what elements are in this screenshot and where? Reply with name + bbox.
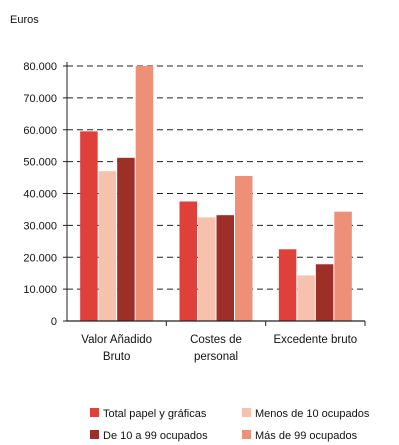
legend-swatch [90,430,99,439]
x-category-label: personal [194,351,238,363]
bar [235,175,253,321]
y-tick-label: 70.000 [23,93,57,105]
x-category-label: Excedente bruto [273,334,357,346]
y-tick-label: 30.000 [23,220,57,232]
bar [135,66,154,321]
legend-swatch [242,430,251,439]
legend-item: Total papel y gráficas [90,408,207,420]
legend-label: De 10 a 99 ocupados [103,430,208,442]
bar [297,275,315,321]
legend-item: Más de 99 ocupados [242,430,358,442]
legend-label: Menos de 10 ocupados [255,408,370,420]
x-category-label: Valor Añadido [81,334,152,346]
legend-swatch [242,408,251,417]
y-tick-label: 10.000 [23,284,57,296]
bar [117,157,135,321]
bar [80,131,98,321]
bars [80,66,352,321]
bar [216,215,234,321]
y-tick-label: 0 [51,316,57,328]
bar [278,249,297,321]
axes [63,62,366,326]
y-tick-label: 50.000 [23,157,57,169]
legend-item: De 10 a 99 ocupados [90,430,208,442]
legend-item: Menos de 10 ocupados [242,408,370,420]
x-category-labels: Valor Añadido Bruto Costes de personal Exced… [81,334,357,363]
y-tick-label: 80.000 [23,61,57,73]
x-category-label: Costes de [190,334,242,346]
legend-swatch [90,408,99,417]
legend: Total papel y gráficas Menos de 10 ocupad… [90,408,370,442]
legend-label: Total papel y gráficas [103,408,207,420]
y-unit-label: Euros [10,14,39,26]
y-tick-label: 60.000 [23,125,57,137]
bar [179,201,197,321]
bar [198,217,216,321]
legend-label: Más de 99 ocupados [255,430,358,442]
x-category-label: Bruto [103,351,131,363]
y-tick-label: 40.000 [23,189,57,201]
bar [334,211,352,321]
y-tick-label: 20.000 [23,252,57,264]
y-tick-labels: 0 10.000 20.000 30.000 40.000 50.000 60.000 70.… [23,61,57,328]
bar [98,171,117,321]
bar [315,264,334,321]
